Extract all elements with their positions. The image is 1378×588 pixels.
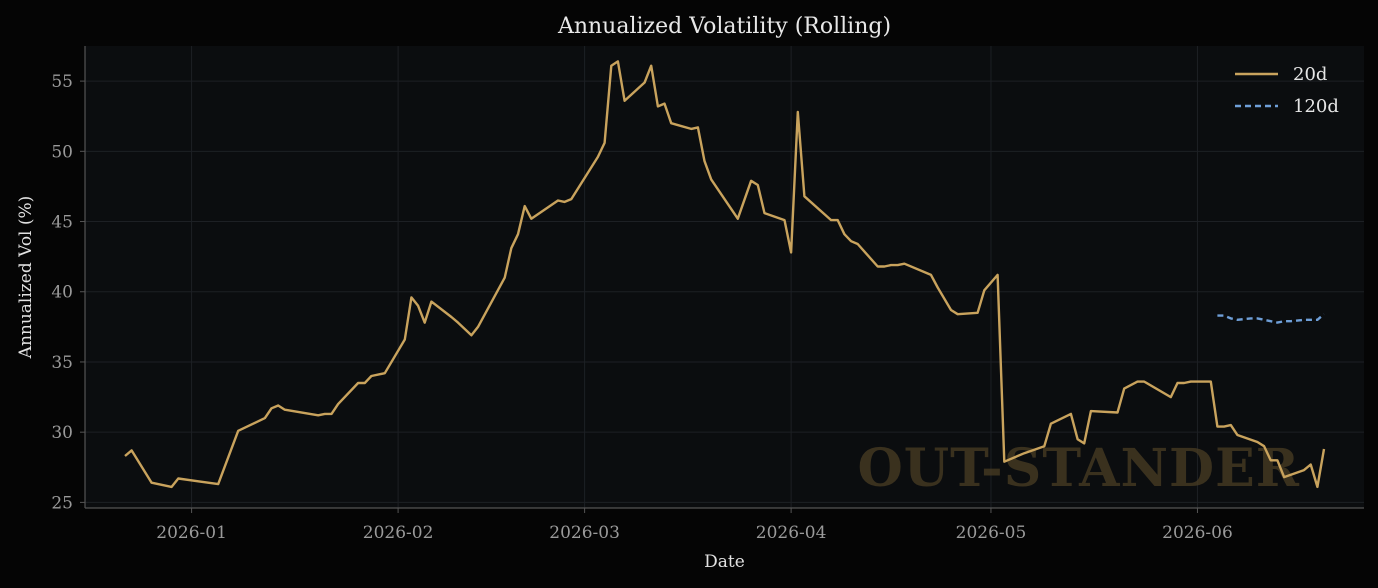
x-tick-label: 2026-04 [756, 523, 827, 543]
y-tick-label: 40 [51, 283, 73, 303]
legend: 20d 120d [1235, 64, 1339, 117]
y-tick-label: 35 [51, 353, 73, 373]
watermark-text: OUT-STANDER [857, 438, 1300, 499]
y-tick-label: 25 [51, 493, 73, 513]
x-tick-label: 2026-05 [956, 523, 1027, 543]
legend-label-120d: 120d [1293, 96, 1339, 117]
y-tick-label: 30 [51, 423, 73, 443]
grid-lines [85, 46, 1364, 508]
series-layer [124, 60, 1326, 489]
plot-area [85, 46, 1364, 508]
chart-title: Annualized Volatility (Rolling) [557, 14, 891, 39]
legend-label-20d: 20d [1293, 64, 1327, 85]
y-tick-label: 45 [51, 213, 73, 233]
series-line-20d [124, 60, 1326, 489]
x-tick-label: 2026-01 [156, 523, 227, 543]
x-tick-label: 2026-06 [1162, 523, 1233, 543]
series-line-120d [1217, 313, 1325, 324]
y-tick-label: 55 [51, 72, 73, 92]
y-axis-label: Annualized Vol (%) [16, 196, 36, 360]
y-tick-label: 50 [51, 142, 73, 162]
x-axis-label: Date [704, 552, 745, 572]
axes [84, 46, 1364, 509]
x-tick-label: 2026-03 [549, 523, 620, 543]
x-axis-ticks: 2026-01 2026-02 2026-03 2026-04 2026-05 2026-… [156, 508, 1233, 543]
x-tick-label: 2026-02 [363, 523, 434, 543]
y-axis-ticks: 25 30 35 40 45 50 55 [51, 72, 85, 513]
